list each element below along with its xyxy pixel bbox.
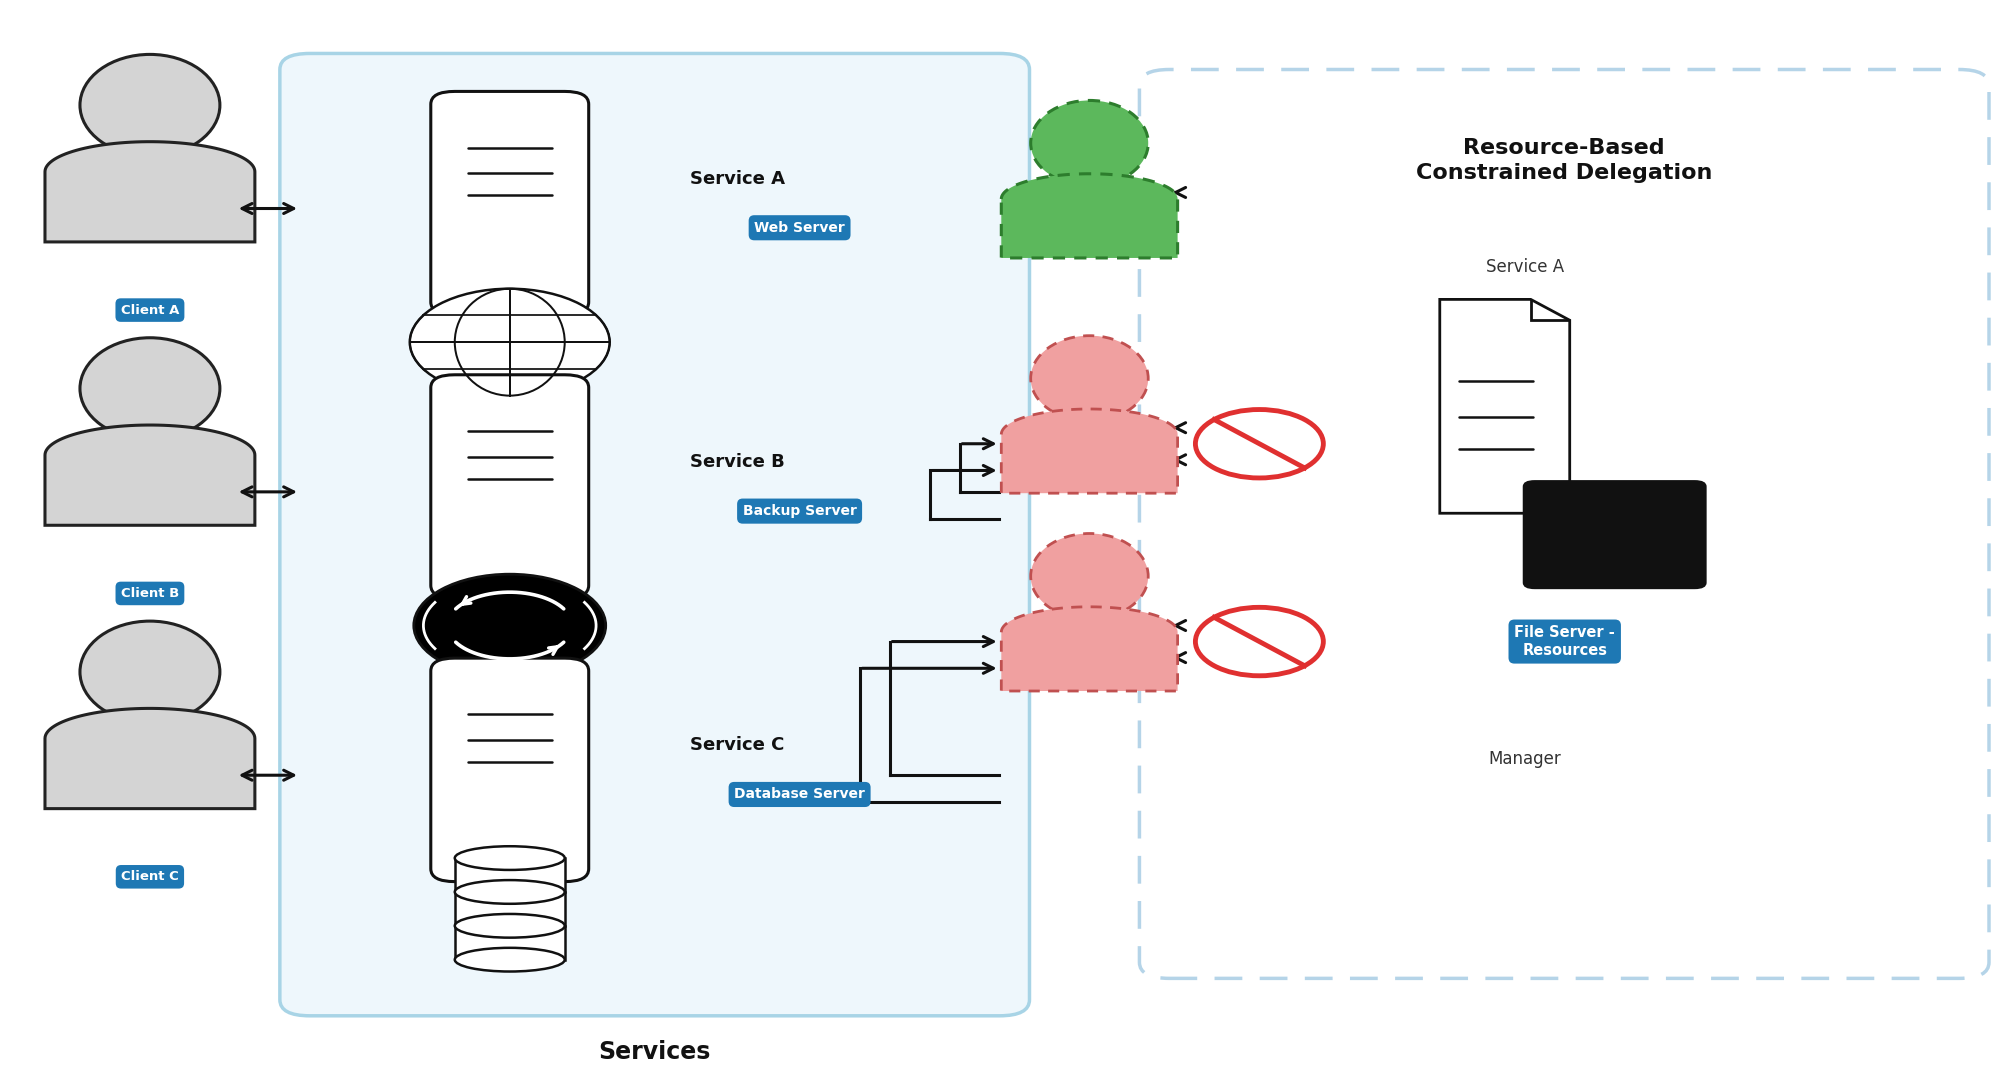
FancyBboxPatch shape	[432, 375, 587, 599]
Ellipse shape	[1031, 533, 1147, 619]
Ellipse shape	[1031, 101, 1147, 185]
PathPatch shape	[1001, 174, 1177, 258]
Text: Service A: Service A	[689, 169, 785, 187]
Ellipse shape	[456, 914, 563, 937]
Ellipse shape	[80, 337, 220, 439]
Ellipse shape	[456, 948, 563, 971]
Text: Services: Services	[597, 1040, 711, 1065]
FancyBboxPatch shape	[1139, 70, 1988, 979]
FancyBboxPatch shape	[1526, 482, 1618, 517]
Text: Service C: Service C	[689, 736, 783, 754]
PathPatch shape	[1001, 409, 1177, 494]
Text: Database Server: Database Server	[733, 787, 865, 801]
Ellipse shape	[456, 846, 563, 870]
Ellipse shape	[1031, 335, 1147, 421]
PathPatch shape	[1001, 607, 1177, 691]
Text: Service B: Service B	[689, 453, 783, 471]
Text: Client A: Client A	[120, 303, 180, 317]
Text: File Server -
Resources: File Server - Resources	[1514, 625, 1614, 658]
FancyBboxPatch shape	[432, 659, 587, 881]
Ellipse shape	[80, 621, 220, 723]
Ellipse shape	[456, 880, 563, 904]
PathPatch shape	[44, 141, 256, 242]
Text: Backup Server: Backup Server	[743, 504, 855, 518]
Text: Resource-Based
Constrained Delegation: Resource-Based Constrained Delegation	[1415, 138, 1712, 183]
Text: Web Server: Web Server	[753, 221, 845, 235]
FancyBboxPatch shape	[1522, 480, 1706, 589]
Ellipse shape	[80, 55, 220, 156]
PathPatch shape	[44, 425, 256, 525]
Text: Manager: Manager	[1489, 750, 1560, 768]
Circle shape	[414, 574, 605, 677]
Text: Client C: Client C	[122, 871, 178, 884]
Polygon shape	[456, 892, 565, 925]
Polygon shape	[456, 925, 565, 960]
FancyBboxPatch shape	[432, 91, 587, 315]
Polygon shape	[1439, 300, 1568, 513]
Polygon shape	[456, 858, 565, 892]
Text: Client B: Client B	[120, 587, 180, 600]
Text: Service A: Service A	[1485, 258, 1562, 276]
FancyBboxPatch shape	[280, 54, 1029, 1015]
Circle shape	[410, 289, 609, 395]
PathPatch shape	[44, 708, 256, 809]
